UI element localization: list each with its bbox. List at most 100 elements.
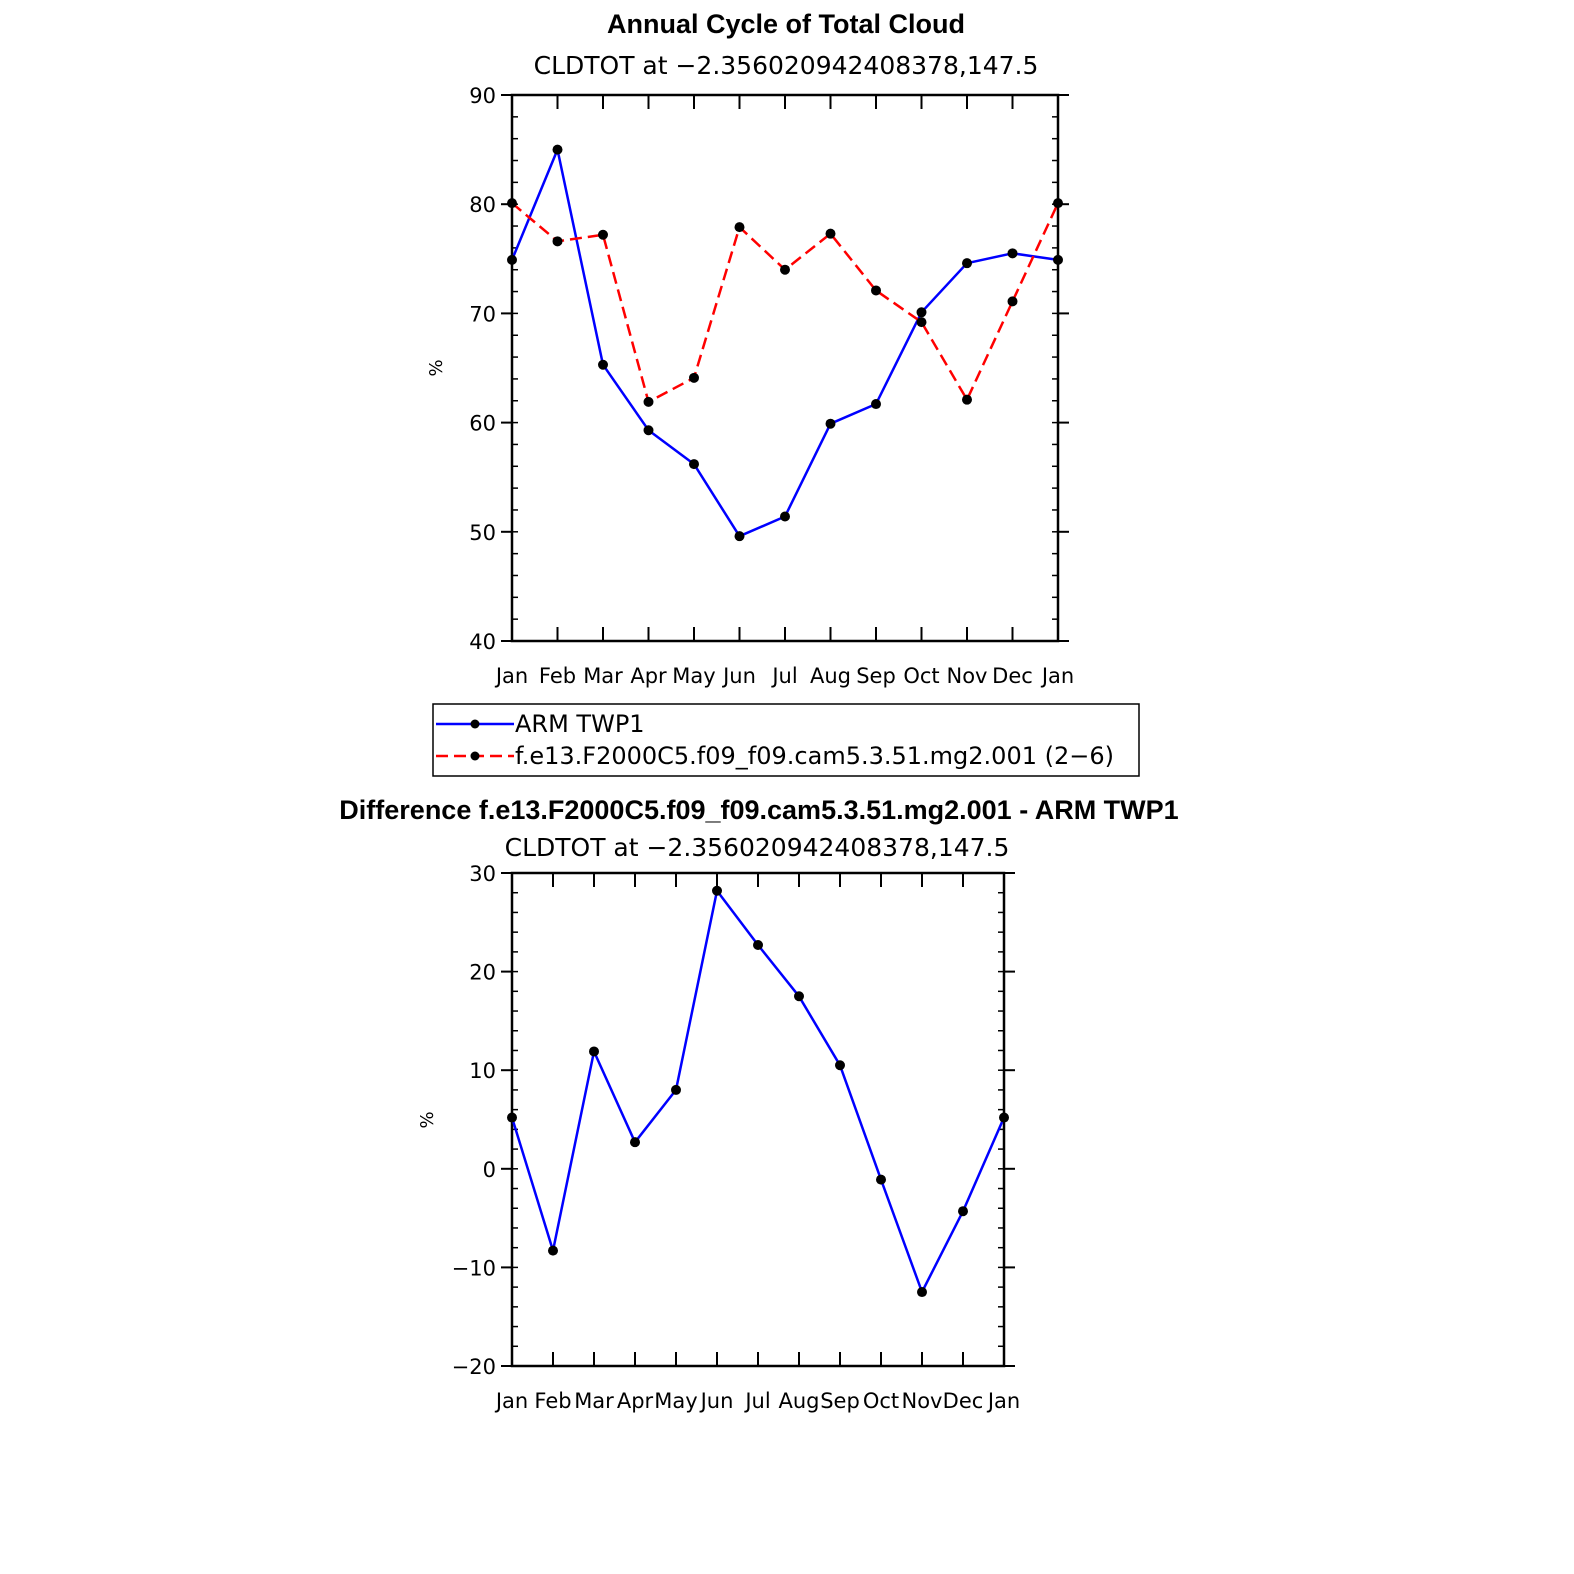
chart1-series-line-1 — [511, 202, 1060, 404]
chart1-y-tick-label: 90 — [469, 84, 496, 108]
chart1-series-1-point — [689, 372, 699, 383]
chart1-series-1-point — [1007, 296, 1018, 307]
chart2-series-0-point — [753, 939, 763, 950]
chart1-y-tick-label: 50 — [469, 521, 496, 545]
chart1-x-tick-label: Nov — [947, 664, 988, 688]
chart1-x-tick-label: Jan — [494, 664, 528, 688]
chart2-series-0-point — [999, 1112, 1009, 1123]
chart2-x-tick-label: Sep — [820, 1389, 860, 1413]
chart1-series-1-point — [916, 317, 927, 328]
legend-label-arm: ARM TWP1 — [515, 710, 645, 738]
annual-cycle-chart: Annual Cycle of Total Cloud CLDTOT at −2… — [426, 9, 1074, 688]
chart2-series-0-point — [630, 1137, 640, 1148]
legend-marker-model — [470, 751, 480, 761]
chart2-series-0-point — [835, 1060, 845, 1071]
chart1-series-1-point — [598, 229, 608, 240]
chart2-x-tick-label: May — [654, 1389, 697, 1413]
chart1-series-0-point — [962, 258, 972, 269]
chart1-series-1-point — [507, 198, 517, 209]
chart1-series-0-point — [643, 425, 654, 436]
chart1-series-0-point — [780, 511, 790, 522]
chart1-y-tick-label: 70 — [469, 302, 496, 326]
chart2-y-axis-label: % — [417, 1111, 438, 1128]
chart2-x-tick-label: Jun — [699, 1389, 734, 1413]
legend: ARM TWP1 f.e13.F2000C5.f09_f09.cam5.3.51… — [432, 703, 1140, 777]
chart1-series-1-point — [1053, 198, 1063, 209]
chart1-series-1-point — [734, 222, 745, 233]
chart1-series-0-point — [871, 399, 881, 410]
chart1-y-tick-label: 60 — [469, 412, 496, 436]
chart2-x-tick-label: Feb — [534, 1389, 571, 1413]
chart1-series-0-point — [825, 418, 836, 429]
chart1-x-tick-label: Jul — [770, 664, 797, 688]
chart1-x-tick-label: Feb — [539, 664, 576, 688]
chart2-series-0-point — [671, 1084, 681, 1095]
chart2-x-tick-label: Dec — [943, 1389, 984, 1413]
chart1-x-tick-label: Jan — [1040, 664, 1074, 688]
chart2-series-0-point — [917, 1287, 927, 1298]
chart2-x-tick-label: Jan — [494, 1389, 528, 1413]
chart1-series-0-point — [598, 359, 608, 370]
chart2-y-tick-label: 20 — [469, 961, 496, 985]
chart2-series-0-point — [794, 991, 804, 1002]
chart1-series-line-0 — [510, 148, 1059, 538]
chart2-y-tick-label: 30 — [469, 862, 496, 886]
chart1-x-tick-label: Mar — [583, 664, 623, 688]
chart2-x-tick-label: Mar — [574, 1389, 614, 1413]
chart1-x-tick-label: Aug — [810, 664, 851, 688]
chart1-series-1-point — [825, 228, 836, 239]
chart1-series-0-point — [507, 254, 517, 265]
chart1-series-0-point — [734, 531, 745, 542]
chart1-series-0-point — [552, 144, 563, 155]
chart2-series — [507, 885, 1009, 1298]
difference-chart: Difference f.e13.F2000C5.f09_f09.cam5.3.… — [339, 795, 1178, 1413]
chart2-y-tick-label: 0 — [483, 1158, 496, 1182]
chart1-series-1-point — [780, 264, 790, 275]
chart2-x-tick-label: Nov — [902, 1389, 943, 1413]
chart1-title: Annual Cycle of Total Cloud — [607, 9, 965, 39]
chart1-x-tick-label: Oct — [903, 664, 939, 688]
chart1-x-tick-label: May — [672, 664, 715, 688]
legend-box — [432, 703, 1140, 777]
chart1-axes: 40 50 60 70 80 90 Jan Feb Mar Apr May Jun Jul Aug Sep O… — [469, 84, 1074, 688]
chart1-series-0-point — [689, 459, 699, 470]
chart1-y-axis-label: % — [426, 359, 447, 376]
chart2-y-tick-label: −10 — [452, 1256, 496, 1280]
chart1-x-tick-label: Jun — [721, 664, 756, 688]
chart2-series-0-point — [589, 1046, 599, 1057]
chart1-plot-frame — [510, 93, 1060, 643]
chart1-x-tick-label: Apr — [630, 664, 667, 688]
chart1-x-tick-label: Dec — [992, 664, 1033, 688]
chart1-series-0-point — [1053, 254, 1063, 265]
chart1-subtitle: CLDTOT at −2.356020942408378,147.5 — [534, 51, 1039, 80]
chart2-series-0-point — [958, 1206, 968, 1217]
chart1-series — [507, 144, 1063, 542]
chart2-subtitle: CLDTOT at −2.356020942408378,147.5 — [505, 833, 1010, 862]
legend-marker-arm — [470, 719, 480, 729]
chart1-x-tick-label: Sep — [856, 664, 896, 688]
chart1-series-1-point — [871, 285, 881, 296]
chart2-y-tick-label: −20 — [452, 1355, 496, 1379]
chart1-series-1-point — [962, 394, 972, 405]
chart1-series-0-point — [1007, 248, 1018, 259]
chart1-y-tick-label: 80 — [469, 193, 496, 217]
chart1-y-tick-label: 40 — [469, 630, 496, 654]
chart2-x-tick-label: Apr — [617, 1389, 654, 1413]
chart2-x-tick-label: Aug — [778, 1389, 819, 1413]
chart1-series-1-point — [643, 396, 654, 407]
chart2-title: Difference f.e13.F2000C5.f09_f09.cam5.3.… — [339, 795, 1178, 825]
chart1-series-1-point — [552, 236, 563, 247]
chart2-series-0-point — [876, 1174, 886, 1185]
chart2-series-0-point — [507, 1112, 517, 1123]
chart2-x-tick-label: Jan — [986, 1389, 1020, 1413]
chart2-series-0-point — [548, 1245, 558, 1256]
chart2-x-tick-label: Oct — [863, 1389, 899, 1413]
legend-label-model: f.e13.F2000C5.f09_f09.cam5.3.51.mg2.001 … — [515, 742, 1114, 770]
chart1-series-0-point — [916, 307, 927, 318]
chart2-y-tick-label: 10 — [469, 1059, 496, 1083]
chart2-x-tick-label: Jul — [743, 1389, 770, 1413]
chart2-series-line-0 — [510, 889, 1006, 1294]
chart2-series-0-point — [712, 885, 722, 896]
